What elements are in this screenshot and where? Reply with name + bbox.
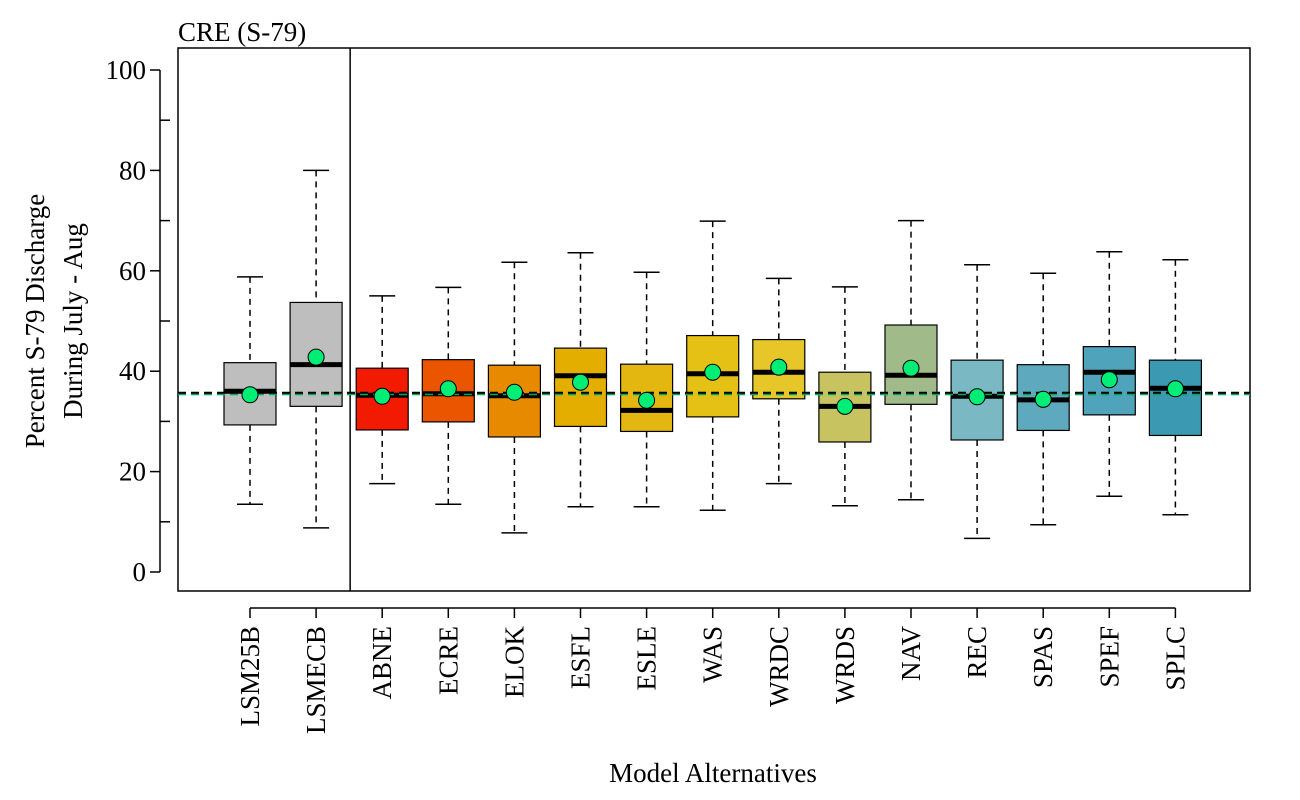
mean-point-spas (1034, 390, 1052, 408)
plot-area (177, 47, 1251, 592)
mean-point-lsm25b (241, 386, 259, 404)
iqr-box (1082, 346, 1136, 416)
iqr-box (421, 359, 475, 423)
iqr-box (1148, 359, 1203, 437)
y-tick-label: 0 (133, 557, 147, 587)
y-tick-label: 80 (119, 155, 146, 185)
mean-point-rec (968, 388, 986, 406)
mean-point-lsmecb (307, 348, 325, 366)
x-tick-label: LSM25B (235, 626, 265, 727)
mean-point-splc (1166, 380, 1184, 398)
mean-point-elok (505, 383, 523, 401)
x-tick-label: NAV (896, 625, 926, 681)
x-tick-label: ELOK (499, 626, 529, 698)
x-tick-label: WRDC (764, 626, 794, 707)
mean-point-abne (373, 387, 391, 405)
mean-point-ecre (439, 380, 457, 398)
x-tick-label: SPEF (1094, 626, 1124, 688)
x-tick-label: REC (962, 626, 992, 679)
x-tick-label: WRDS (830, 626, 860, 704)
y-tick-label: 40 (119, 356, 146, 386)
y-axis-label-line-1: Percent S-79 Discharge (20, 194, 50, 448)
y-tick-label: 100 (106, 55, 147, 85)
mean-point-nav (902, 359, 920, 377)
iqr-box (487, 364, 541, 438)
x-axis: LSM25B LSMECB ABNE ECRE ELOK ESFL ESLE WAS WRDC W… (235, 607, 1190, 734)
mean-point-wrdc (770, 358, 788, 376)
mean-point-esfl (572, 373, 589, 391)
y-tick-label: 20 (119, 457, 146, 487)
box-wrdc (752, 277, 806, 485)
mean-point-wrds (836, 397, 854, 415)
x-tick-label: LSMECB (301, 626, 331, 734)
mean-point-spef (1100, 371, 1118, 389)
chart-title: CRE (S-79) (178, 17, 306, 47)
box-splc (1148, 259, 1203, 516)
y-axis-label-line-2: During July - Aug (58, 223, 88, 419)
plot-frame (177, 47, 1251, 592)
mean-point-was (704, 363, 722, 381)
x-tick-label: ABNE (367, 626, 397, 700)
mean-point-esle (638, 391, 656, 409)
y-tick-label: 60 (119, 256, 146, 286)
x-tick-label: ECRE (433, 626, 463, 695)
x-tick-label: SPAS (1028, 626, 1058, 688)
x-axis-label: Model Alternatives (609, 758, 817, 788)
x-tick-label: ESLE (632, 626, 662, 691)
y-axis: 0 20 40 60 80 100 (106, 55, 170, 587)
x-tick-label: SPLC (1160, 626, 1190, 691)
box-esle (619, 271, 674, 508)
x-tick-label: ESFL (566, 626, 596, 689)
box-wrds (818, 286, 872, 507)
x-tick-label: WAS (698, 626, 728, 683)
box-spef (1082, 250, 1136, 497)
